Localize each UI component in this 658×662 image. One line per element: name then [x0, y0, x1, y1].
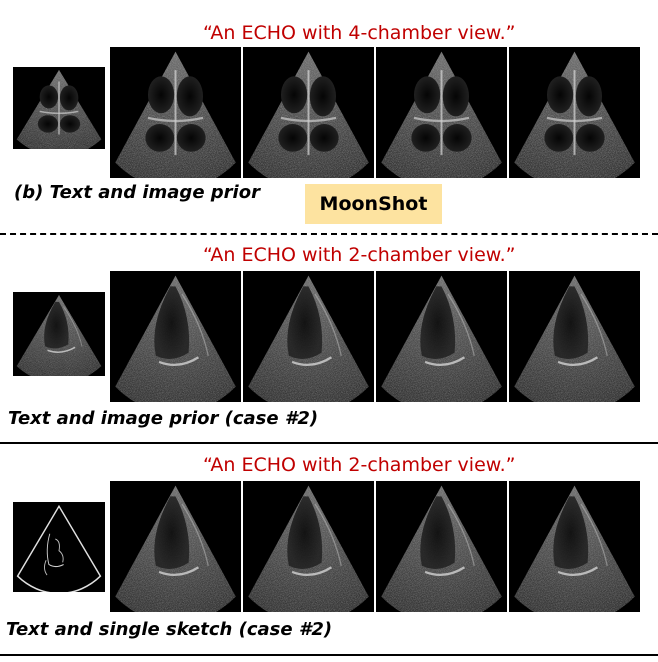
- moonshot-badge: MoonShot: [305, 184, 442, 224]
- caption-1: (b) Text and image prior: [14, 182, 260, 203]
- solid-divider-2: [0, 654, 658, 656]
- prompt-text-1: “An ECHO with 4-chamber view.”: [203, 22, 516, 44]
- generated-frame-2-1: [110, 271, 241, 402]
- dashed-divider: [0, 233, 658, 235]
- generated-frame-3-4: [509, 481, 640, 612]
- generated-frame-1-2: [243, 47, 374, 178]
- generated-frame-2-4: [509, 271, 640, 402]
- generated-frame-3-3: [376, 481, 507, 612]
- generated-frame-1-1: [110, 47, 241, 178]
- generated-frame-2-3: [376, 271, 507, 402]
- sketch-image: [13, 502, 105, 592]
- prior-image-1: [13, 67, 105, 149]
- caption-3: Text and single sketch (case #2): [6, 619, 333, 640]
- caption-2: Text and image prior (case #2): [8, 408, 319, 429]
- prompt-text-2: “An ECHO with 2-chamber view.”: [203, 244, 516, 266]
- prior-image-2: [13, 292, 105, 376]
- generated-frame-3-1: [110, 481, 241, 612]
- generated-frame-1-4: [509, 47, 640, 178]
- generated-frame-2-2: [243, 271, 374, 402]
- generated-frame-3-2: [243, 481, 374, 612]
- generated-frame-1-3: [376, 47, 507, 178]
- solid-divider-1: [0, 442, 658, 444]
- prompt-text-3: “An ECHO with 2-chamber view.”: [203, 454, 516, 476]
